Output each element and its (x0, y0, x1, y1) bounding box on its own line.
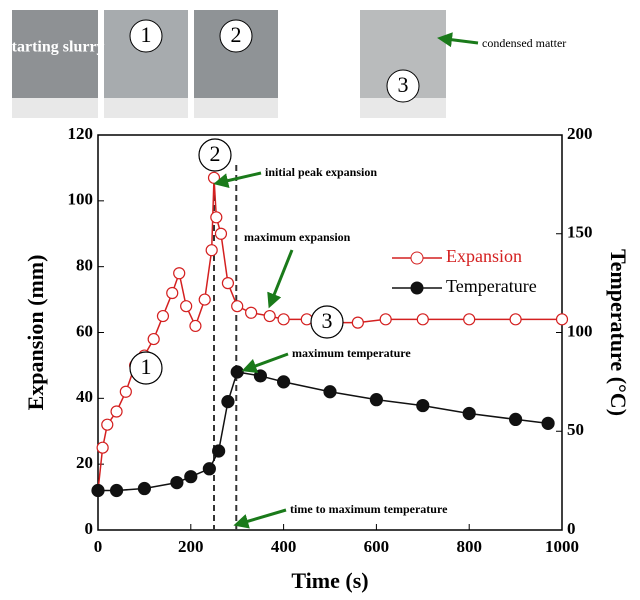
y-tick-label: 120 (68, 124, 94, 143)
data-point (198, 293, 211, 306)
y-axis-label: Expansion (mm) (23, 255, 48, 411)
data-point (110, 405, 123, 418)
legend-marker (410, 251, 424, 265)
y2-tick-label: 150 (567, 223, 593, 242)
y2-axis-label: Temperature (°C) (606, 249, 631, 416)
data-point (202, 462, 216, 476)
data-point (351, 316, 364, 329)
label-circle (129, 351, 163, 385)
y2-tick-label: 200 (567, 124, 593, 143)
annotation: initial peak expansion (265, 165, 377, 179)
annotation: maximum expansion (244, 230, 351, 244)
legend-label: Expansion (446, 246, 522, 266)
data-point (379, 313, 392, 326)
x-tick-label: 600 (364, 537, 390, 556)
data-point (180, 300, 193, 313)
data-point (253, 369, 267, 383)
annotation: time to maximum temperature (290, 502, 448, 516)
data-point (101, 418, 114, 431)
annotation: maximum temperature (292, 346, 411, 360)
label-circle (310, 305, 344, 339)
data-point (207, 171, 221, 184)
photo-annotation: condensed matter (482, 36, 566, 50)
data-point (119, 385, 132, 398)
data-point (221, 277, 235, 290)
data-point (462, 406, 476, 421)
photo-label: 1 (141, 22, 152, 47)
data-point (416, 313, 429, 326)
data-point (170, 476, 184, 490)
data-point (231, 300, 244, 313)
data-point (277, 375, 291, 389)
data-point (541, 416, 555, 430)
data-point (508, 412, 523, 426)
y-tick-label: 20 (76, 453, 93, 472)
photo-circle (129, 19, 163, 53)
y-tick-label: 100 (68, 190, 94, 209)
circled-label: 2 (210, 141, 221, 166)
data-point (166, 286, 179, 300)
arrow (437, 32, 479, 48)
x-tick-label: 800 (456, 537, 482, 556)
data-point (463, 313, 476, 326)
circled-label: 1 (141, 354, 152, 379)
data-point (509, 313, 522, 326)
photo-label: starting slurry (5, 39, 104, 56)
x-tick-label: 0 (94, 537, 103, 556)
photo-label: 2 (231, 22, 242, 47)
data-point (277, 313, 290, 326)
photo-base (194, 98, 278, 118)
photo-circle (219, 19, 253, 53)
data-point (323, 385, 337, 399)
data-point (263, 309, 276, 323)
data-point (147, 332, 160, 346)
data-point (230, 365, 244, 379)
photo-base (104, 98, 188, 118)
photo-circle (386, 69, 420, 103)
annotation-arrow (241, 352, 289, 373)
data-point (221, 395, 235, 409)
data-point (189, 319, 202, 333)
data-point (212, 444, 226, 458)
series-line (98, 371, 549, 492)
x-axis-label: Time (s) (291, 568, 368, 593)
annotation-arrow (213, 171, 262, 188)
annotation-arrow (233, 508, 287, 529)
data-point (245, 306, 258, 319)
photo-base (12, 98, 98, 118)
label-circle (198, 138, 232, 172)
data-point (184, 470, 198, 484)
y2-tick-label: 50 (567, 420, 584, 439)
data-point (156, 309, 170, 323)
x-tick-label: 200 (178, 537, 204, 556)
y-tick-label: 40 (76, 387, 93, 406)
circled-label: 3 (322, 308, 333, 333)
y-tick-label: 80 (76, 256, 93, 275)
data-point (173, 267, 186, 280)
data-point (555, 313, 569, 326)
legend-marker (410, 281, 424, 295)
x-tick-label: 400 (271, 537, 297, 556)
legend-label: Temperature (446, 276, 537, 296)
annotation-arrow (267, 249, 294, 309)
data-point (109, 483, 124, 498)
y-tick-label: 0 (85, 519, 94, 538)
y2-tick-label: 100 (567, 321, 593, 340)
photo-label: 3 (398, 72, 409, 97)
y2-tick-label: 0 (567, 519, 576, 538)
data-point (91, 483, 105, 498)
photo-panels: starting slurry 1 2 3 condensed matter (5, 10, 566, 118)
data-point (96, 441, 109, 454)
data-point (214, 227, 228, 240)
y-tick-label: 60 (76, 321, 93, 340)
data-point (369, 393, 383, 407)
x-tick-label: 1000 (545, 537, 579, 556)
photo-base (360, 98, 446, 118)
chart: 0 200 400 600 800 100002040608010012005010015… (23, 124, 631, 593)
data-point (416, 398, 430, 413)
data-point (137, 481, 151, 496)
data-point (210, 211, 223, 224)
data-point (205, 244, 218, 257)
